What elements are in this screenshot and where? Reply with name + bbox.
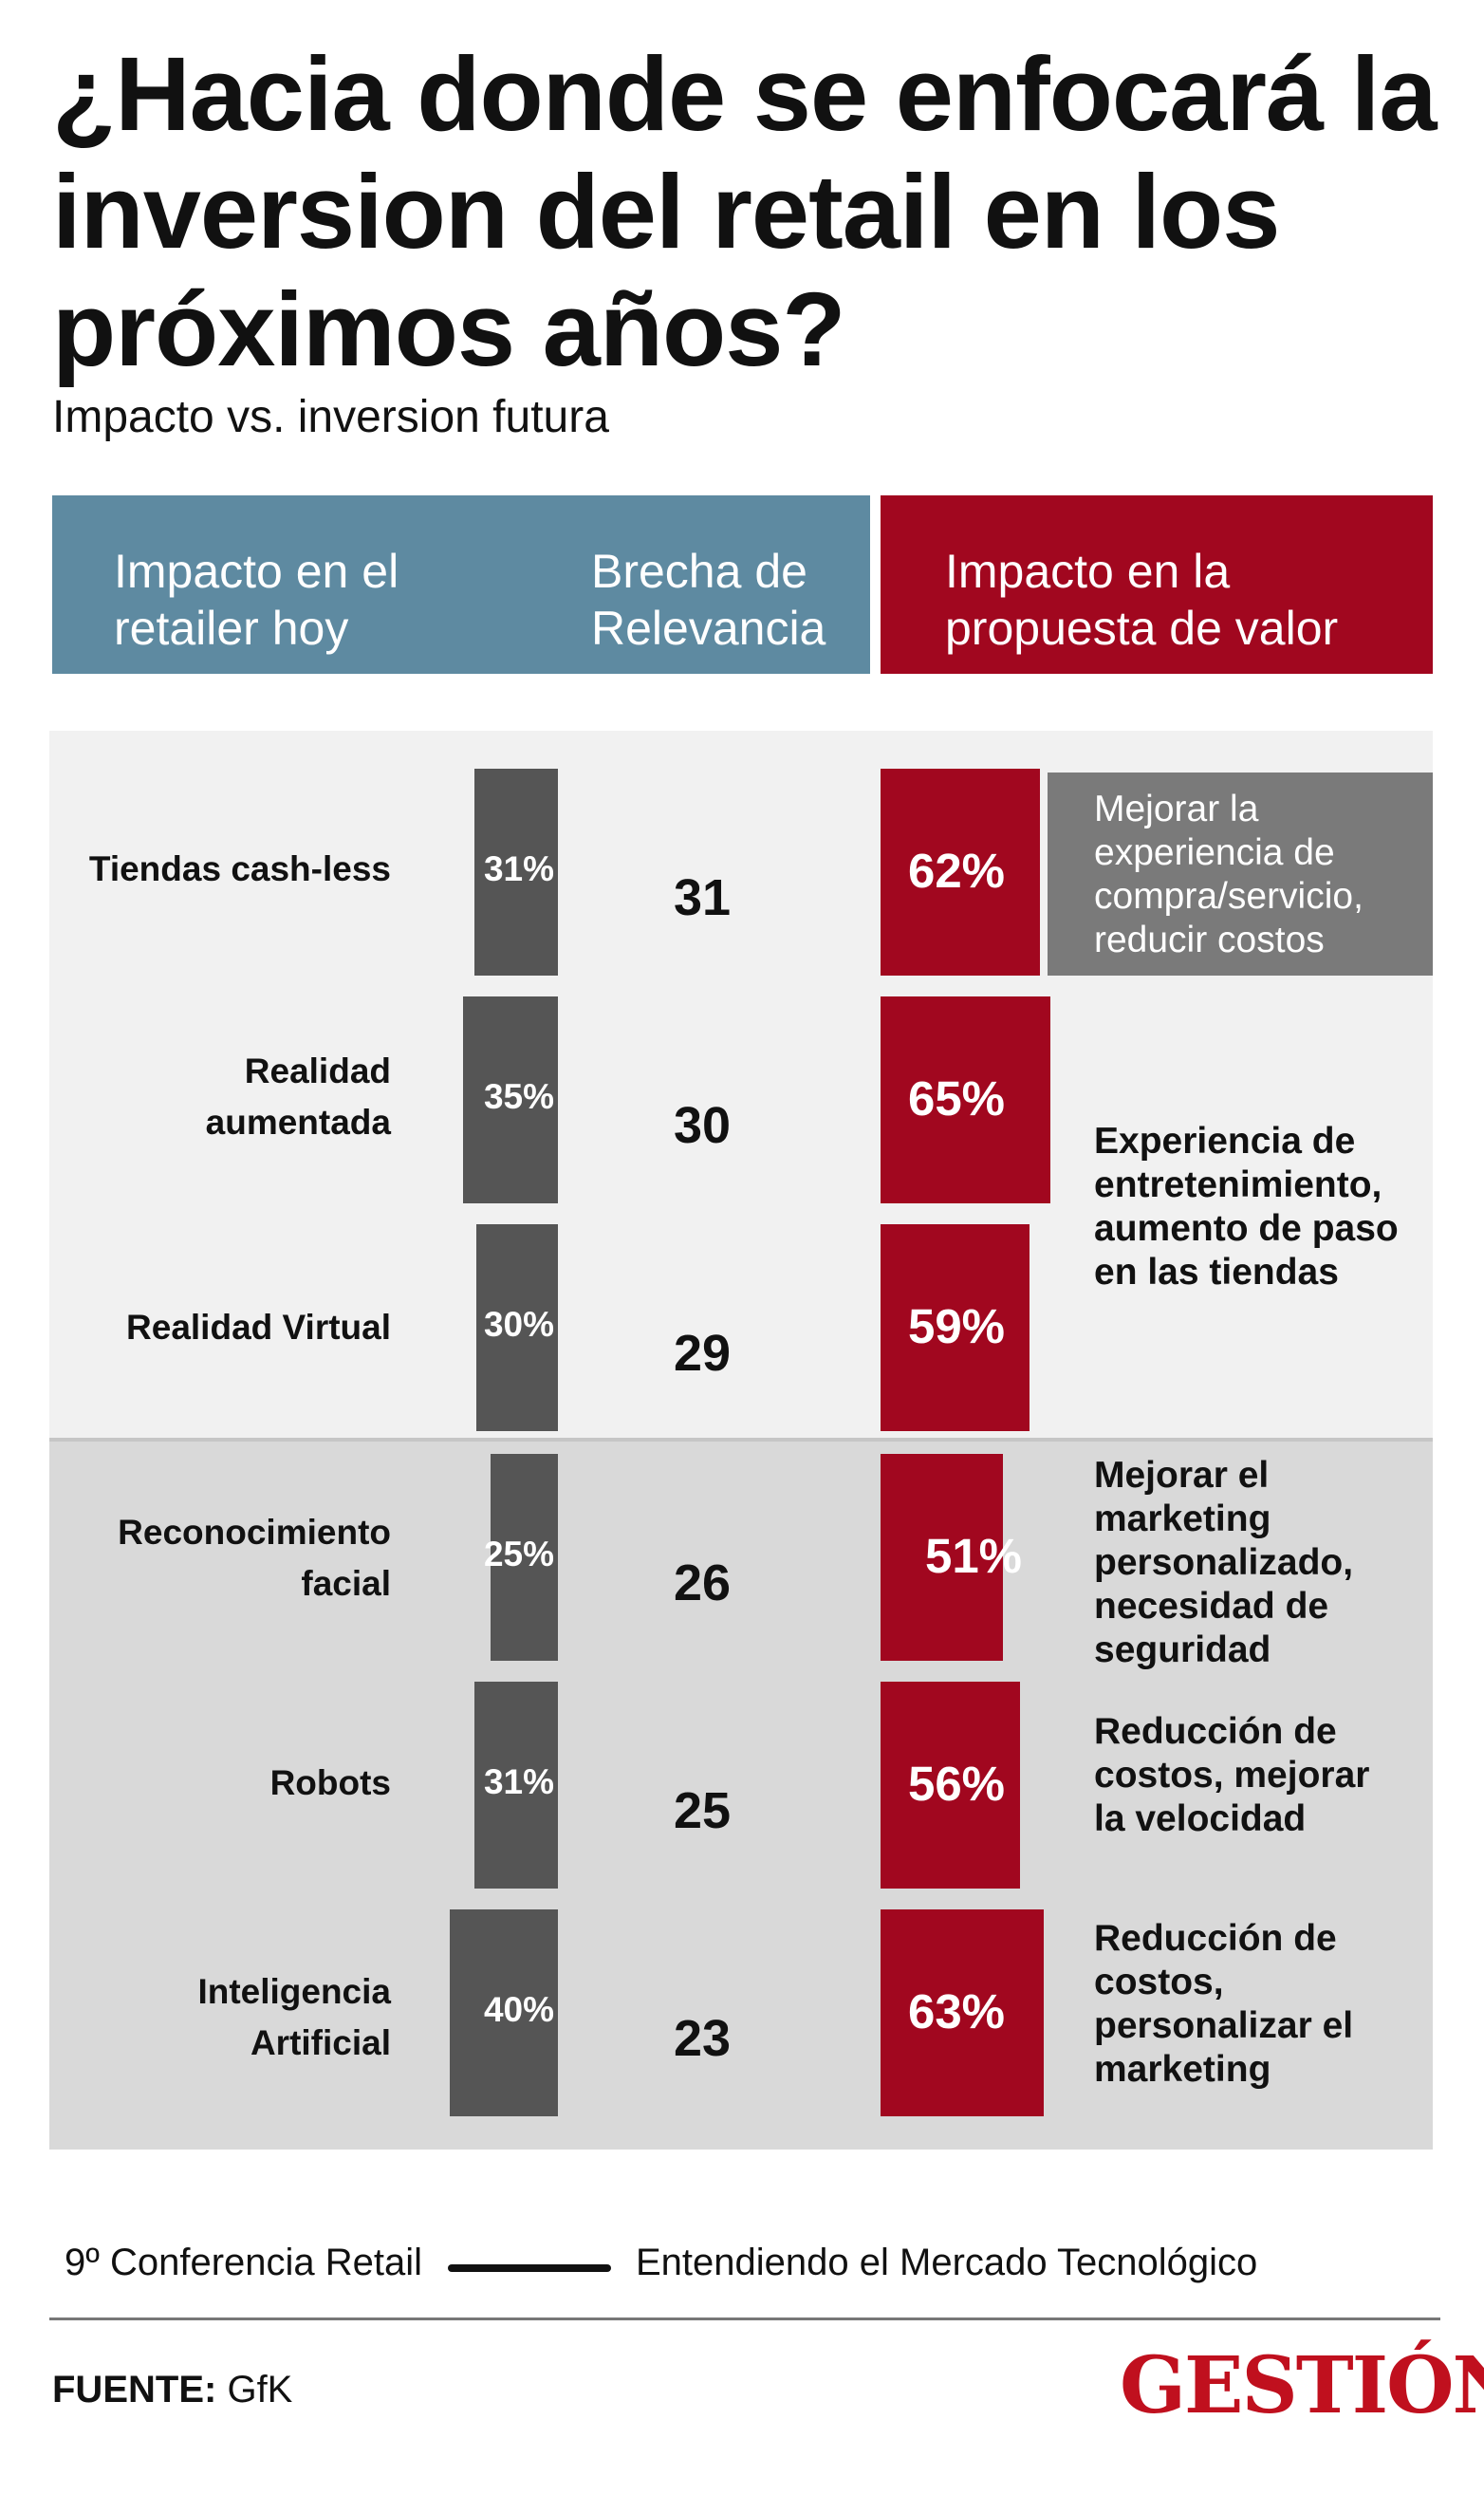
label-gap-0: 31: [673, 869, 732, 926]
row-label-robots: Robots: [269, 1763, 391, 1802]
footer-topic: Entendiendo el Mercado Tecnológico: [636, 2242, 1258, 2283]
label-value-prop-3: 51%: [924, 1529, 1023, 1583]
label-value-prop-4: 56%: [907, 1757, 1006, 1811]
panel-group-2: [49, 1441, 1433, 2150]
label-impact-today-0: 31%: [483, 849, 554, 888]
footer-dash: [448, 2264, 611, 2272]
gestion-logo: GESTIÓN: [1120, 2340, 1484, 2431]
bar-value-prop-4: [881, 1682, 1020, 1889]
label-value-prop-0: 62%: [907, 844, 1006, 898]
description-4: Reducción de costos, personalizar el mar…: [1094, 1918, 1354, 2090]
bar-value-prop-5: [881, 1909, 1044, 2116]
description-2: Mejorar el marketing personalizado, nece…: [1094, 1455, 1354, 1670]
row-label-ar: Realidad aumentada: [205, 1052, 391, 1142]
header-value-prop: Impacto en la propuesta de valor: [881, 495, 1433, 674]
label-gap-3: 26: [673, 1554, 732, 1611]
header-impact-today-label: Impacto en el retailer hoy: [114, 545, 399, 655]
row-label-cashless: Tiendas cash-less: [88, 849, 391, 888]
label-gap-5: 23: [673, 2010, 732, 2067]
label-gap-1: 30: [673, 1097, 732, 1154]
bar-value-prop-2: [881, 1224, 1030, 1431]
label-impact-today-2: 30%: [483, 1305, 554, 1344]
row-label-facial: Reconocimiento facial: [118, 1513, 391, 1603]
label-gap-4: 25: [673, 1782, 732, 1839]
source-label: FUENTE:: [52, 2369, 217, 2411]
bar-value-prop-0: [881, 769, 1040, 976]
header-impact-today: Impacto en el retailer hoy Brecha de Rel…: [52, 495, 870, 674]
header-gap-label: Brecha de Relevancia: [591, 545, 826, 655]
bar-impact-today-5: [450, 1909, 558, 2116]
label-gap-2: 29: [673, 1325, 732, 1382]
row-label-ai: Inteligencia Artificial: [197, 1972, 391, 2062]
footer-rule: [49, 2318, 1440, 2320]
label-impact-today-1: 35%: [483, 1077, 554, 1116]
description-1: Experiencia de entretenimiento, aumento …: [1094, 1121, 1399, 1293]
bar-impact-today-3: [491, 1454, 558, 1661]
label-value-prop-5: 63%: [907, 1984, 1006, 2038]
bar-impact-today-2: [476, 1224, 558, 1431]
label-impact-today-3: 25%: [483, 1535, 554, 1573]
row-label-vr: Realidad Virtual: [126, 1308, 391, 1347]
bar-value-prop-1: [881, 996, 1050, 1203]
footer-conference: 9º Conferencia Retail: [65, 2242, 423, 2283]
label-impact-today-4: 31%: [483, 1762, 554, 1801]
label-value-prop-1: 65%: [907, 1071, 1006, 1126]
bar-impact-today-0: [474, 769, 558, 976]
label-value-prop-2: 59%: [907, 1299, 1006, 1353]
source-line: FUENTE: GfK: [52, 2369, 292, 2411]
label-impact-today-5: 40%: [483, 1990, 554, 2029]
description-box-0: [1048, 773, 1433, 976]
bar-value-prop-3: [881, 1454, 1003, 1661]
bar-impact-today-1: [463, 996, 558, 1203]
page-title: ¿Hacia donde se enfocará la inversion de…: [52, 36, 1438, 388]
header-value-prop-label: Impacto en la propuesta de valor: [945, 545, 1339, 655]
group-separator: [49, 1438, 1433, 1442]
page-subtitle: Impacto vs. inversion futura: [52, 392, 609, 442]
description-3: Reducción de costos, mejorar la velocida…: [1094, 1711, 1370, 1839]
source-value: GfK: [227, 2369, 293, 2411]
bar-impact-today-4: [474, 1682, 558, 1889]
description-0: Mejorar la experiencia de compra/servici…: [1094, 789, 1363, 960]
